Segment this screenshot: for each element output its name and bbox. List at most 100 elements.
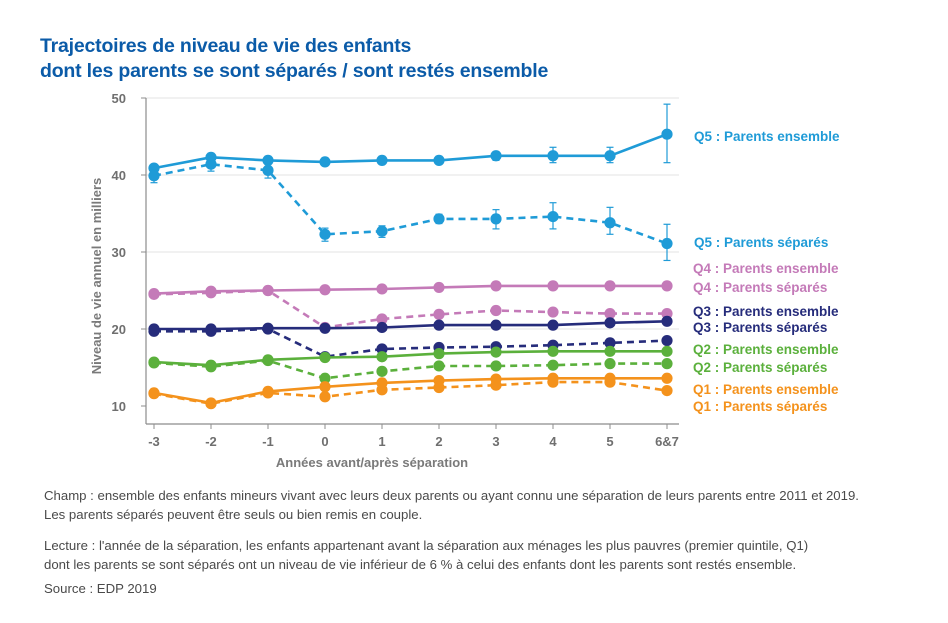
data-point [490,280,502,292]
y-tick-label: 30 [112,245,126,260]
series-1 [148,158,673,262]
data-point [376,384,388,396]
x-tick-label: 4 [549,434,557,449]
legend-label: Q5 : Parents séparés [694,235,828,250]
data-point [604,317,616,329]
legend-layer: Q5 : Parents ensemble Q5 : Parents séparé… [693,129,840,414]
x-tick-label: 0 [321,434,328,449]
data-point [547,319,559,331]
data-point [376,283,388,295]
data-point [490,346,502,358]
data-point [490,150,502,162]
y-tick-label: 20 [112,322,126,337]
data-point [376,343,388,355]
series-layer [148,103,673,410]
data-point [433,348,445,360]
data-point [604,308,616,320]
data-point [376,313,388,325]
series-line [153,162,668,245]
data-point [148,325,160,337]
data-point [262,164,274,176]
data-point [433,381,445,394]
x-tick-label: -2 [205,434,217,449]
data-point [433,308,445,320]
data-point [376,154,388,166]
data-point [433,213,445,225]
lecture-line1: Lecture : l'année de la séparation, les … [44,538,809,553]
data-point [547,210,559,223]
data-point [661,128,673,140]
data-point [433,281,445,294]
chart-notes: Champ : ensemble des enfants mineurs viv… [44,487,924,599]
chart-title-line2: dont les parents se sont séparés / sont … [40,60,549,82]
series-0 [148,103,673,174]
data-point [547,306,559,318]
legend-label: Q1 : Parents séparés [693,399,827,414]
series-7 [148,354,673,384]
lecture-note: Lecture : l'année de la séparation, les … [44,537,924,574]
data-point [661,308,673,320]
data-point [604,337,616,349]
data-point [376,321,388,334]
data-point [148,357,160,369]
series-line [153,289,667,329]
data-point [319,381,331,393]
data-point [376,365,388,377]
data-point [661,372,673,384]
data-point [319,351,331,364]
data-point [547,376,559,388]
data-point [547,345,559,357]
data-point [604,358,616,370]
data-point [661,280,673,292]
data-point [547,150,559,162]
data-point [262,323,274,335]
series-line [154,327,668,359]
data-point [205,325,217,337]
data-point [547,359,559,371]
data-point [547,280,559,292]
data-point [490,319,502,331]
x-tick-label: 1 [378,434,385,449]
champ-note: Champ : ensemble des enfants mineurs viv… [44,487,924,524]
series-line [153,349,667,367]
legend-label: Q2 : Parents ensemble [693,342,839,357]
horizontal-gridlines [146,97,679,330]
data-point [490,360,502,372]
data-point [319,322,331,334]
data-point [319,284,331,296]
x-tick-label: 2 [435,434,442,449]
line-chart: 10 20 30 40 50 -3 -2 -1 0 1 2 3 4 5 6&7 Années avant/ap… [89,91,840,470]
x-tick-label: 5 [606,434,613,449]
legend-label: Q5 : Parents ensemble [694,129,840,144]
data-point [433,360,445,372]
series-line [154,320,668,331]
series-6 [148,345,673,371]
series-line [153,132,668,170]
data-point [661,345,673,357]
data-point [433,154,445,166]
x-tick-label: -1 [262,434,274,449]
y-tick-label: 50 [112,91,126,106]
data-point [376,225,388,237]
legend-label: Q3 : Parents séparés [693,320,827,335]
x-tick-label: 6&7 [655,434,679,449]
data-point [319,228,331,240]
series-9 [148,376,673,410]
data-point [262,284,274,297]
chart-axes: 10 20 30 40 50 -3 -2 -1 0 1 2 3 4 5 6&7 Années avant/ap… [89,91,679,470]
data-point [262,387,274,399]
data-point [604,217,616,229]
champ-line1: Champ : ensemble des enfants mineurs viv… [44,488,859,503]
series-2 [148,280,673,300]
legend-label: Q2 : Parents séparés [693,360,827,375]
data-point [490,304,502,317]
data-point [490,379,502,391]
data-point [148,170,160,182]
data-point [604,280,616,292]
data-point [433,319,445,331]
series-8 [148,372,673,409]
source-note: Source : EDP 2019 [44,581,157,596]
lecture-line2: dont les parents se sont séparés ont un … [44,556,797,572]
legend-label: Q1 : Parents ensemble [693,382,839,397]
data-point [262,154,274,166]
